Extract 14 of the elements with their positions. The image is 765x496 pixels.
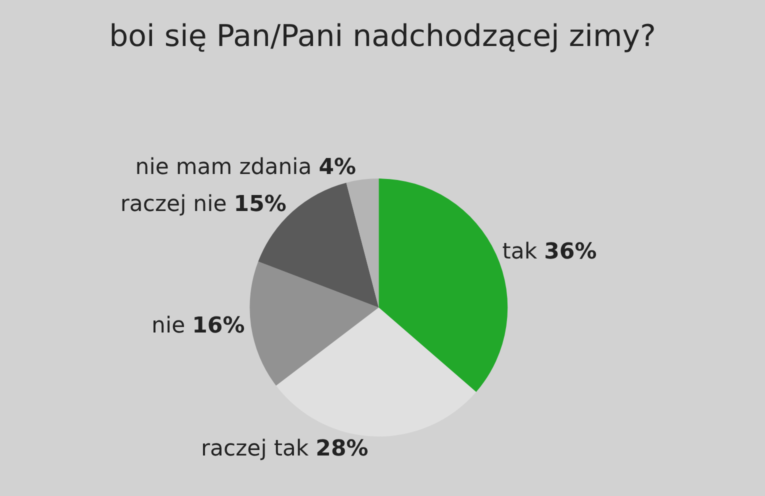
slice-label: raczej tak [201,436,309,462]
chart-title: boi się Pan/Pani nadchodzącej zimy? [109,18,656,54]
pie-slice [250,261,379,386]
slice-label: nie mam zdania [135,154,312,180]
pie-slice [276,308,476,436]
pie-slice [346,178,379,308]
data-label: 4% [318,154,356,180]
data-label: 15% [234,192,286,217]
data-label: 36% [544,239,597,264]
slice-label: tak [502,239,538,264]
slice-label: raczej nie [120,192,227,217]
slice-label: nie [152,314,186,339]
data-label: 16% [192,314,245,339]
data-label: 28% [316,436,368,462]
